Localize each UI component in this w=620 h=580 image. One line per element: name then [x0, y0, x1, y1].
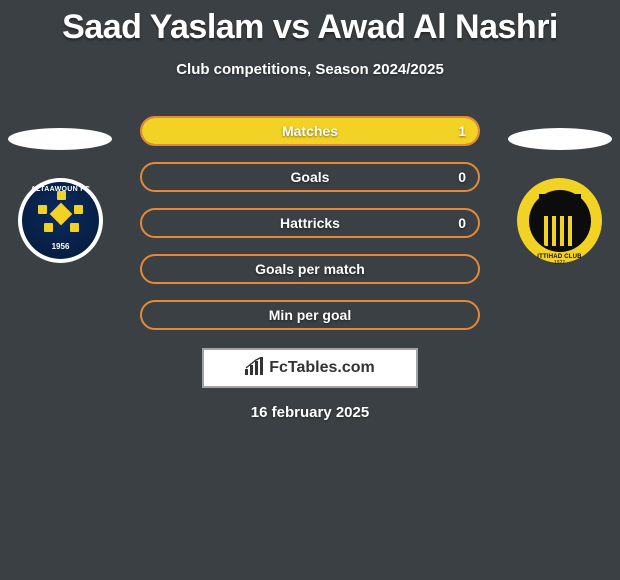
stat-row: Goals per match — [140, 254, 480, 284]
player-ellipse-right — [508, 128, 612, 150]
team-badge-right-inner — [529, 190, 591, 252]
stat-row: Matches 1 — [140, 116, 480, 146]
page-title: Saad Yaslam vs Awad Al Nashri — [0, 0, 620, 47]
stat-label: Hattricks — [280, 215, 340, 231]
bars-icon — [245, 357, 265, 380]
badge-right-top-icon — [539, 194, 581, 216]
team-badge-left-inner: ALTAAWOUN FC 1956 — [22, 182, 99, 259]
stat-value-right: 0 — [458, 215, 466, 231]
stat-value-right: 1 — [458, 123, 466, 139]
stat-row: Min per goal — [140, 300, 480, 330]
stat-label: Min per goal — [269, 307, 351, 323]
date-label: 16 february 2025 — [0, 404, 620, 421]
badge-left-star-icon — [40, 193, 82, 235]
stat-row: Hattricks 0 — [140, 208, 480, 238]
stat-label: Goals — [291, 169, 330, 185]
team-badge-right: ITTIHAD CLUB 1927 — [517, 178, 602, 263]
badge-right-sub: 1927 — [517, 260, 602, 266]
stat-row: Goals 0 — [140, 162, 480, 192]
watermark-box: FcTables.com — [202, 348, 418, 388]
subtitle: Club competitions, Season 2024/2025 — [0, 61, 620, 78]
watermark-text: FcTables.com — [269, 359, 375, 377]
stat-label: Matches — [282, 123, 338, 139]
stat-label: Goals per match — [255, 261, 365, 277]
badge-left-year: 1956 — [22, 242, 99, 251]
stat-value-right: 0 — [458, 169, 466, 185]
player-ellipse-left — [8, 128, 112, 150]
team-badge-left: ALTAAWOUN FC 1956 — [18, 178, 103, 263]
